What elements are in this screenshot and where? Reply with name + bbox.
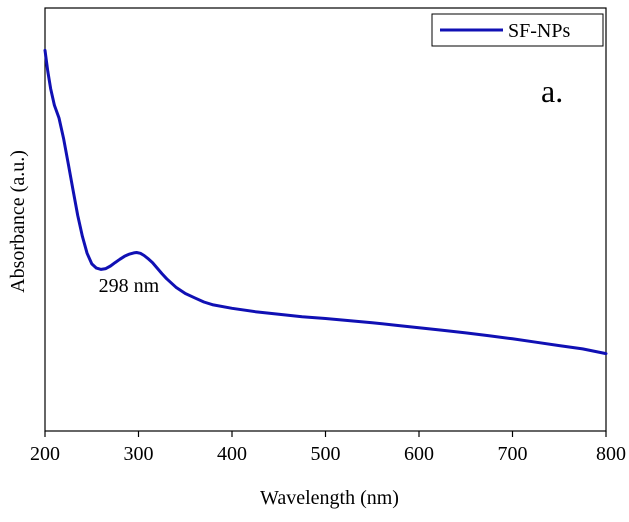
legend: SF-NPs (431, 13, 604, 47)
x-tick-label-400: 400 (217, 443, 247, 465)
plot-frame (44, 7, 607, 432)
x-tick-label-600: 600 (404, 443, 434, 465)
x-tick-label-800: 800 (596, 443, 626, 465)
x-tick-label-200: 200 (30, 443, 60, 465)
x-tick-label-500: 500 (311, 443, 341, 465)
legend-box (431, 13, 604, 47)
x-tick-label-700: 700 (498, 443, 528, 465)
x-tick-label-300: 300 (124, 443, 154, 465)
legend-label-sf-nps: SF-NPs (508, 20, 570, 42)
x-tick-labels: 200 300 400 500 600 700 800 (30, 443, 626, 465)
series-line-sf-nps (43, 48, 608, 356)
x-ticks (44, 431, 607, 437)
y-axis-title: Absorbance (a.u.) (7, 150, 29, 293)
panel-label: a. (541, 73, 563, 109)
peak-annotation: 298 nm (99, 275, 160, 297)
x-axis-title: Wavelength (nm) (260, 487, 399, 509)
